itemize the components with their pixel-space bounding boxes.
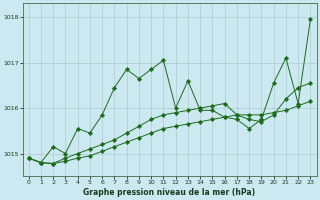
X-axis label: Graphe pression niveau de la mer (hPa): Graphe pression niveau de la mer (hPa) [84, 188, 256, 197]
